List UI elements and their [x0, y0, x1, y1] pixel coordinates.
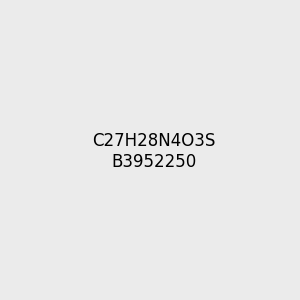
Text: C27H28N4O3S
B3952250: C27H28N4O3S B3952250	[92, 132, 215, 171]
